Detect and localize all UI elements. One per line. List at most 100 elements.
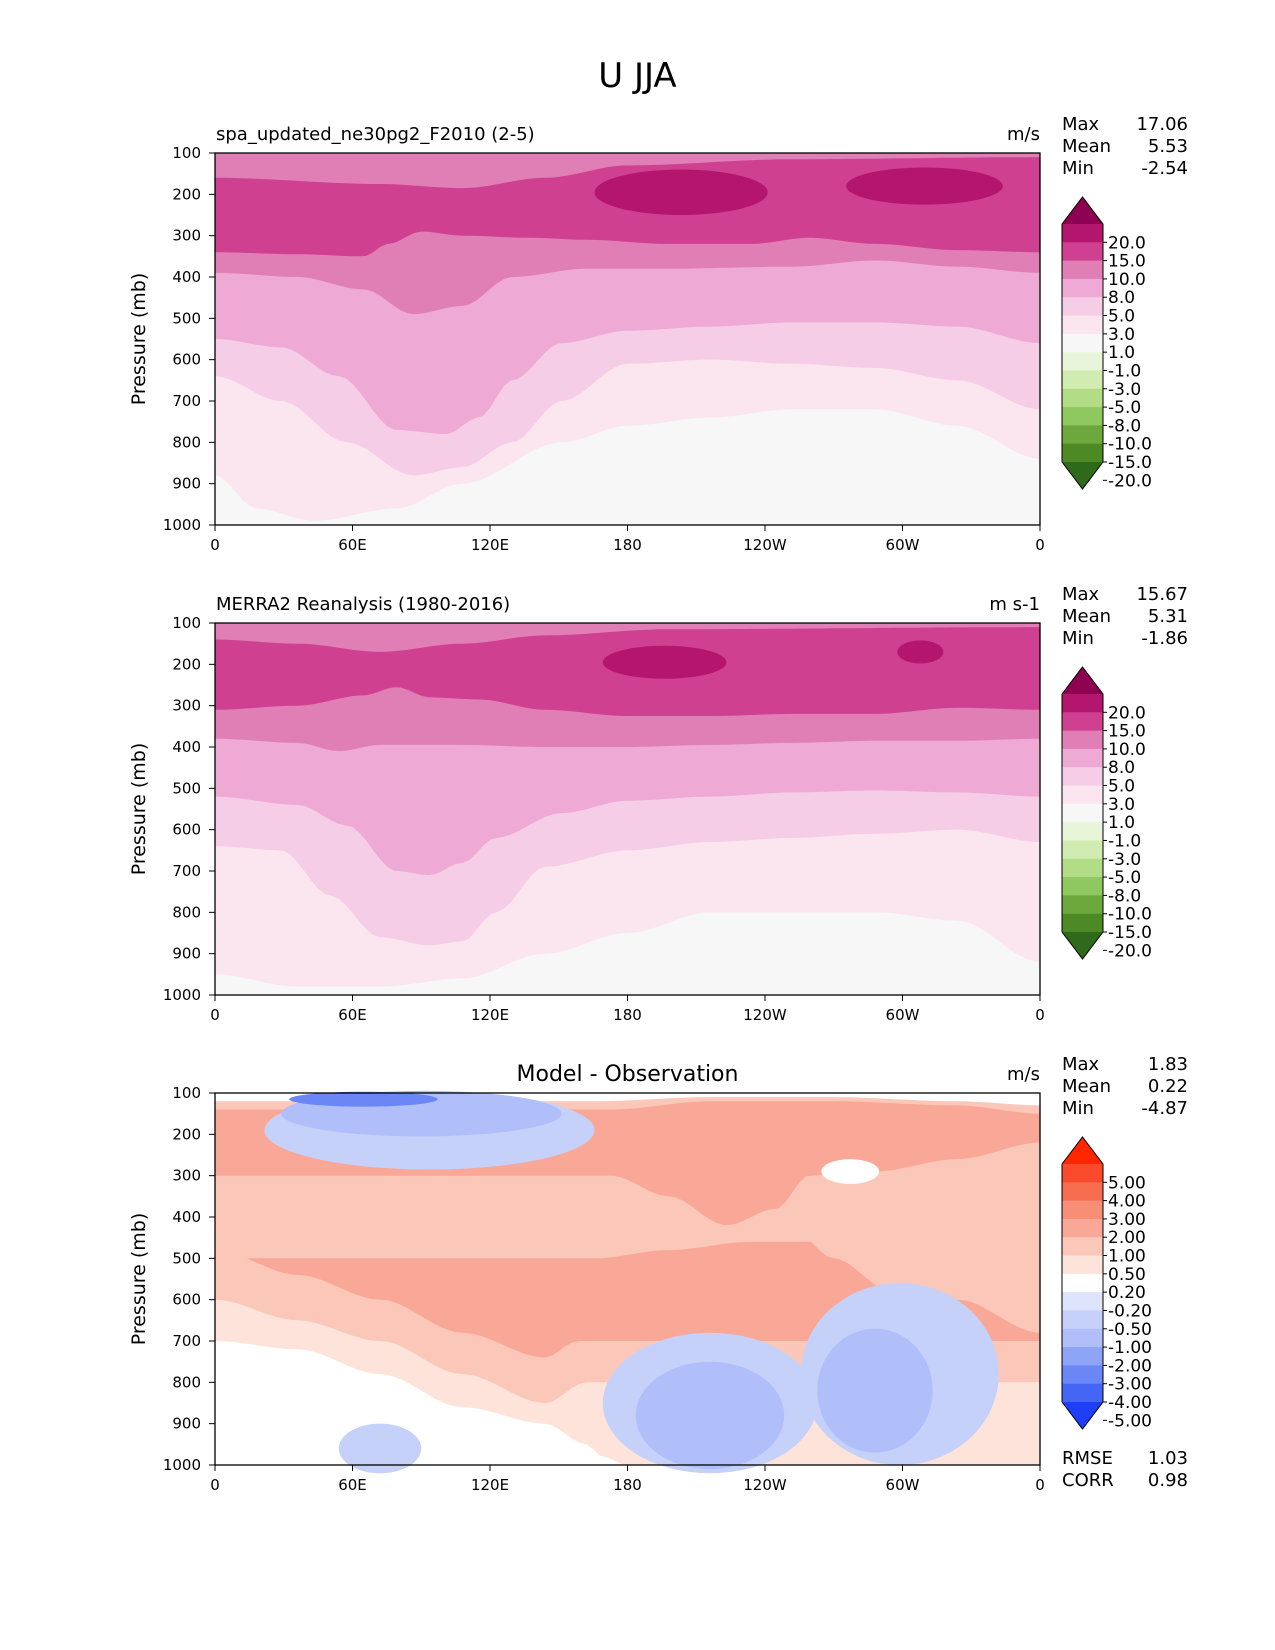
colorbar-segment (1062, 748, 1103, 768)
stat-value: -2.54 (1141, 158, 1188, 179)
colorbar-label: -4.00 (1108, 1393, 1152, 1413)
stat-value: -1.86 (1141, 628, 1188, 649)
contour-field (215, 1090, 1040, 1474)
y-tick-label: 800 (172, 433, 201, 451)
colorbar-segment (1062, 1237, 1103, 1257)
colorbar-segment (1062, 822, 1103, 841)
panel-difference: 100 200 300 400 500 600 700 800 900 1000 0 60E 120E 1… (0, 1050, 1275, 1520)
y-tick-label: 100 (172, 1084, 201, 1102)
colorbar-label: 3.0 (1108, 795, 1135, 815)
colorbar-label: -1.0 (1108, 831, 1141, 851)
panel-title: spa_updated_ne30pg2_F2010 (2-5) (216, 124, 535, 145)
colorbar-label: 1.0 (1108, 813, 1135, 833)
colorbar-extend-max (1062, 667, 1103, 694)
colorbar-label: 8.0 (1108, 758, 1135, 778)
x-tick-label: 180 (613, 1006, 642, 1024)
colorbar-segment (1062, 1163, 1103, 1183)
colorbar-segment (1062, 803, 1103, 823)
colorbar-label: 0.20 (1108, 1283, 1146, 1303)
y-axis-label: Pressure (mb) (128, 273, 150, 406)
x-tick-label: 120E (471, 1006, 509, 1024)
contour-region (817, 1328, 933, 1453)
stat-label: Min (1062, 158, 1094, 179)
stat-label: CORR (1062, 1470, 1114, 1491)
colorbar-label: -5.0 (1108, 868, 1141, 888)
y-tick-label: 1000 (163, 986, 201, 1004)
stat-value: 5.31 (1148, 606, 1188, 627)
x-tick-label: 60E (338, 1006, 367, 1024)
colorbar-segment (1062, 443, 1103, 463)
y-tick-label: 500 (172, 309, 201, 327)
colorbar-segment (1062, 1383, 1103, 1403)
y-tick-label: 300 (172, 1167, 201, 1185)
colorbar-label: -8.0 (1108, 886, 1141, 906)
stat-label: Mean (1062, 606, 1111, 627)
y-axis-label: Pressure (mb) (128, 1213, 150, 1346)
x-tick-label: 0 (1035, 1476, 1045, 1494)
colorbar-label: 10.0 (1108, 740, 1146, 760)
stat-label: Max (1062, 1054, 1100, 1075)
colorbar-segment (1062, 260, 1103, 280)
colorbar-segment (1062, 1200, 1103, 1220)
stat-value: 15.67 (1136, 584, 1188, 605)
stat-label: RMSE (1062, 1448, 1113, 1469)
y-tick-label: 1000 (163, 1456, 201, 1474)
units-label: m/s (1007, 1064, 1040, 1085)
x-tick-label: 60W (886, 1006, 920, 1024)
y-tick-label: 1000 (163, 516, 201, 534)
y-tick-label: 200 (172, 1125, 201, 1143)
panel-title: MERRA2 Reanalysis (1980-2016) (216, 594, 510, 615)
colorbar-label: -0.50 (1108, 1320, 1152, 1340)
colorbar-label: -3.0 (1108, 850, 1141, 870)
x-tick-label: 0 (210, 536, 220, 554)
stat-value: -4.87 (1141, 1098, 1188, 1119)
x-tick-label: 120E (471, 1476, 509, 1494)
colorbar-segment (1062, 1255, 1103, 1275)
x-tick-label: 60W (886, 1476, 920, 1494)
stat-label: Max (1062, 114, 1100, 135)
stat-label: Mean (1062, 136, 1111, 157)
x-tick-label: 0 (210, 1476, 220, 1494)
colorbar-label: -10.0 (1108, 905, 1152, 925)
x-tick-label: 0 (1035, 1006, 1045, 1024)
x-tick-label: 0 (1035, 536, 1045, 554)
stat-value: 0.22 (1148, 1076, 1188, 1097)
y-tick-label: 700 (172, 1332, 201, 1350)
colorbar-segment (1062, 1218, 1103, 1238)
contour-region (846, 167, 1003, 205)
colorbar-segment (1062, 913, 1103, 933)
contour-region (289, 1091, 438, 1107)
y-tick-label: 300 (172, 227, 201, 245)
units-label: m/s (1007, 124, 1040, 145)
colorbar-label: 5.0 (1108, 307, 1135, 327)
stat-value: 0.98 (1148, 1470, 1188, 1491)
colorbar-segment (1062, 1292, 1103, 1311)
y-tick-label: 400 (172, 1208, 201, 1226)
colorbar-label: -10.0 (1108, 435, 1152, 455)
stat-value: 17.06 (1136, 114, 1188, 135)
y-tick-label: 300 (172, 697, 201, 715)
colorbar-extend-min (1062, 932, 1103, 959)
colorbar-label: -2.00 (1108, 1356, 1152, 1376)
contour-region (897, 640, 944, 664)
stat-label: Max (1062, 584, 1100, 605)
colorbar-segment (1062, 1328, 1103, 1348)
colorbar-label: -8.0 (1108, 416, 1141, 436)
colorbar-segment (1062, 1347, 1103, 1366)
x-tick-label: 120W (743, 1006, 787, 1024)
y-tick-label: 600 (172, 1291, 201, 1309)
colorbar-label: 0.50 (1108, 1265, 1146, 1285)
stat-label: Min (1062, 1098, 1094, 1119)
colorbar-label: 15.0 (1108, 722, 1146, 742)
colorbar-label: -3.00 (1108, 1375, 1152, 1395)
colorbar: 20.015.010.08.05.03.01.0-1.0-3.0-5.0-8.0… (1061, 196, 1152, 491)
contour-region (635, 1361, 785, 1470)
colorbar-segment (1062, 388, 1103, 408)
colorbar-segment (1062, 352, 1103, 371)
colorbar-segment (1062, 730, 1103, 750)
stat-value: 1.83 (1148, 1054, 1188, 1075)
y-axis-label: Pressure (mb) (128, 743, 150, 876)
colorbar-label: 1.00 (1108, 1247, 1146, 1267)
y-tick-label: 900 (172, 1415, 201, 1433)
colorbar-label: 8.0 (1108, 288, 1135, 308)
